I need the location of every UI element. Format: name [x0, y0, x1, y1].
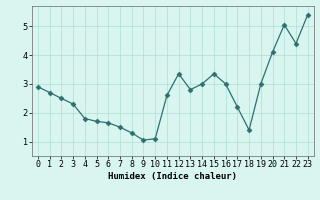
X-axis label: Humidex (Indice chaleur): Humidex (Indice chaleur) — [108, 172, 237, 181]
